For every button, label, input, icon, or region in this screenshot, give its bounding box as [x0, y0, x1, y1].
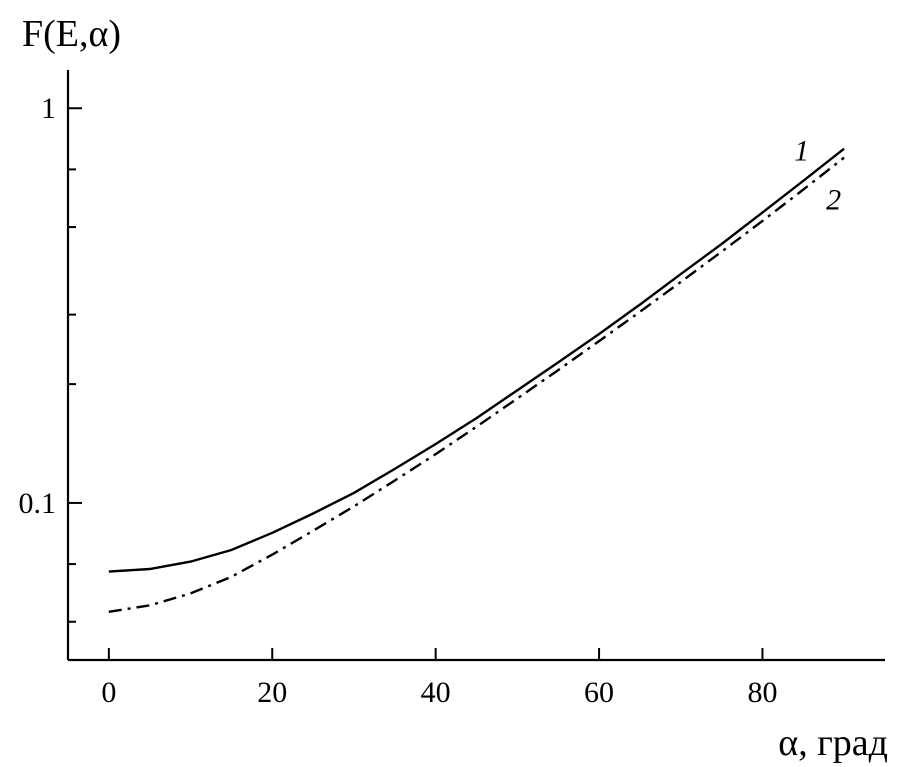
x-axis-title: α, град — [778, 722, 888, 764]
ticks: 0 20 40 60 80 0.1 1 — [19, 92, 778, 709]
x-tick-label: 60 — [584, 676, 614, 709]
x-tick-label: 40 — [421, 676, 451, 709]
x-tick-label: 80 — [747, 676, 777, 709]
axes — [66, 70, 885, 662]
series-line-2 — [108, 156, 845, 613]
y-tick-label: 0.1 — [19, 487, 57, 520]
y-tick-label: 1 — [41, 92, 56, 125]
x-tick-label: 0 — [101, 676, 116, 709]
x-tick-label: 20 — [257, 676, 287, 709]
series-label-1: 1 — [794, 135, 809, 168]
series-line-1 — [108, 147, 845, 573]
series-label-2: 2 — [826, 184, 841, 217]
series-group: 12 — [108, 135, 845, 613]
y-axis-title: F(E,α) — [22, 13, 121, 55]
